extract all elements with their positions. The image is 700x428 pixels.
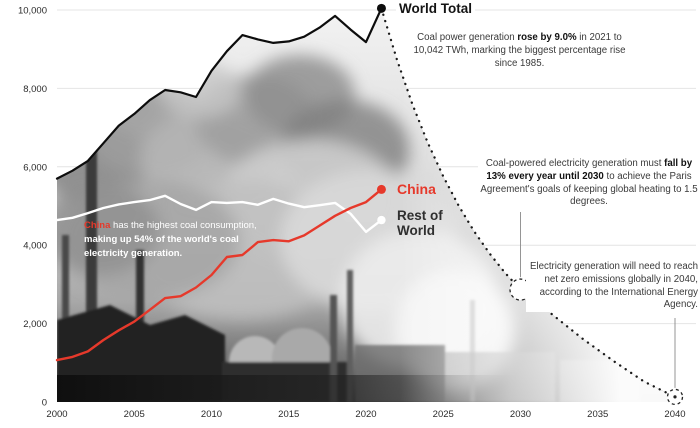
annotation-net-zero-2040: Electricity generation will need to reac…	[526, 261, 698, 313]
rest-of-world-end-dot	[377, 215, 386, 225]
rest-of-world-label: Rest of World	[397, 208, 443, 239]
netzero-end-dot	[673, 395, 677, 399]
rest-of-world-line	[55, 194, 383, 234]
china-label: China	[397, 181, 436, 197]
annotation-china-bold: making up 54% of the world's coal electr…	[84, 233, 239, 259]
annotation-netzero-text: Electricity generation will need to reac…	[529, 261, 698, 311]
rest-of-world-label-line1: Rest of	[397, 208, 443, 223]
y-tick-label: 10,000	[18, 6, 47, 17]
x-tick-label: 2000	[46, 409, 67, 420]
x-tick-label: 2035	[587, 409, 608, 420]
annotation-china-mid: has the highest coal consumption,	[110, 220, 257, 231]
world-total-line	[55, 7, 383, 180]
world-total-label: World Total	[396, 1, 475, 16]
x-tick-label: 2010	[201, 409, 222, 420]
rest-of-world-label-line2: World	[397, 222, 435, 238]
annotation-growth-2021: Coal power generation rose by 9.0% in 20…	[413, 32, 626, 71]
y-tick-label: 0	[42, 398, 47, 409]
world-total-peak-dot	[376, 3, 386, 13]
y-tick-label: 4,000	[23, 241, 47, 252]
x-tick-label: 2020	[355, 409, 376, 420]
annotation-paris-agreement: Coal-powered electricity generation must…	[478, 158, 700, 210]
annotation-paris-bold: fall by 13% every year until 2030	[486, 158, 693, 182]
x-axis-tick-labels: 2000 2005 2010 2015 2020 2025 2030 2035 2040	[46, 409, 685, 420]
annotation-growth-post: in 2021 to 10,042 TWh, marking the bigge…	[413, 32, 626, 69]
annotation-china-highlight: China	[84, 220, 111, 231]
x-tick-label: 2005	[124, 409, 145, 420]
annotation-paris-post: to achieve the Paris Agreement's goals o…	[480, 170, 698, 208]
x-tick-label: 2015	[278, 409, 299, 420]
y-tick-label: 2,000	[23, 319, 47, 330]
x-tick-label: 2030	[510, 409, 531, 420]
y-tick-label: 6,000	[23, 162, 47, 173]
annotation-china-share: China has the highest coal consumption, …	[84, 219, 276, 260]
china-end-dot	[376, 184, 386, 194]
x-tick-label: 2040	[664, 409, 685, 420]
annotation-growth-bold: rose by 9.0%	[517, 32, 577, 43]
annotation-paris-pre: Coal-powered electricity generation must	[485, 158, 665, 169]
x-tick-label: 2025	[433, 409, 454, 420]
y-tick-label: 8,000	[23, 84, 47, 95]
annotation-growth-pre: Coal power generation	[417, 32, 518, 43]
china-line	[55, 188, 383, 362]
y-axis-tick-labels: 0 2,000 4,000 6,000 8,000 10,000	[18, 6, 47, 409]
